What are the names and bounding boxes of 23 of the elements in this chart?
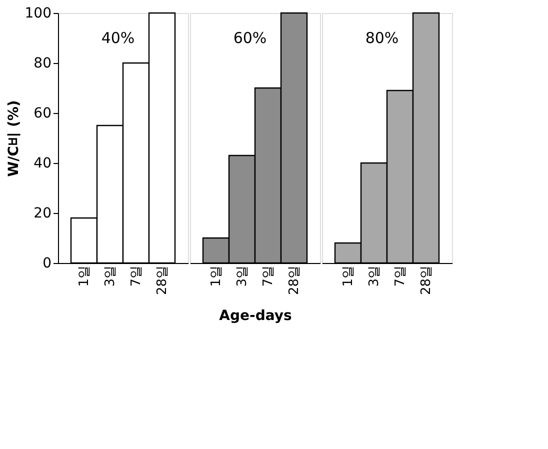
- x-tick-label: 3일: [235, 266, 250, 287]
- x-tick-label: 7일: [393, 266, 408, 287]
- y-tick-label: 60: [34, 106, 52, 122]
- x-tick-label: 28일: [287, 266, 302, 296]
- x-tick-label: 7일: [261, 266, 276, 287]
- y-tick-label: 40: [34, 156, 52, 172]
- y-tick-label: 80: [34, 56, 52, 72]
- y-tick-label: 20: [34, 206, 52, 222]
- annotation: 40%: [101, 29, 135, 47]
- y-tick-label: 100: [24, 6, 52, 22]
- x-tick-label: 3일: [367, 266, 382, 287]
- x-tick-label: 1일: [77, 266, 92, 287]
- x-tick-label: 3일: [103, 266, 118, 287]
- annotation: 80%: [365, 29, 399, 47]
- x-tick-label: 7일: [129, 266, 144, 287]
- x-tick-label: 28일: [419, 266, 434, 296]
- x-tick-label: 1일: [341, 266, 356, 287]
- annotation: 60%: [233, 29, 267, 47]
- y-axis-title: W/C비 (%): [6, 100, 22, 177]
- x-axis-title: Age-days: [219, 308, 292, 324]
- x-tick-label: 1일: [209, 266, 224, 287]
- y-tick-label: 0: [42, 256, 52, 272]
- x-tick-label: 28일: [155, 266, 170, 296]
